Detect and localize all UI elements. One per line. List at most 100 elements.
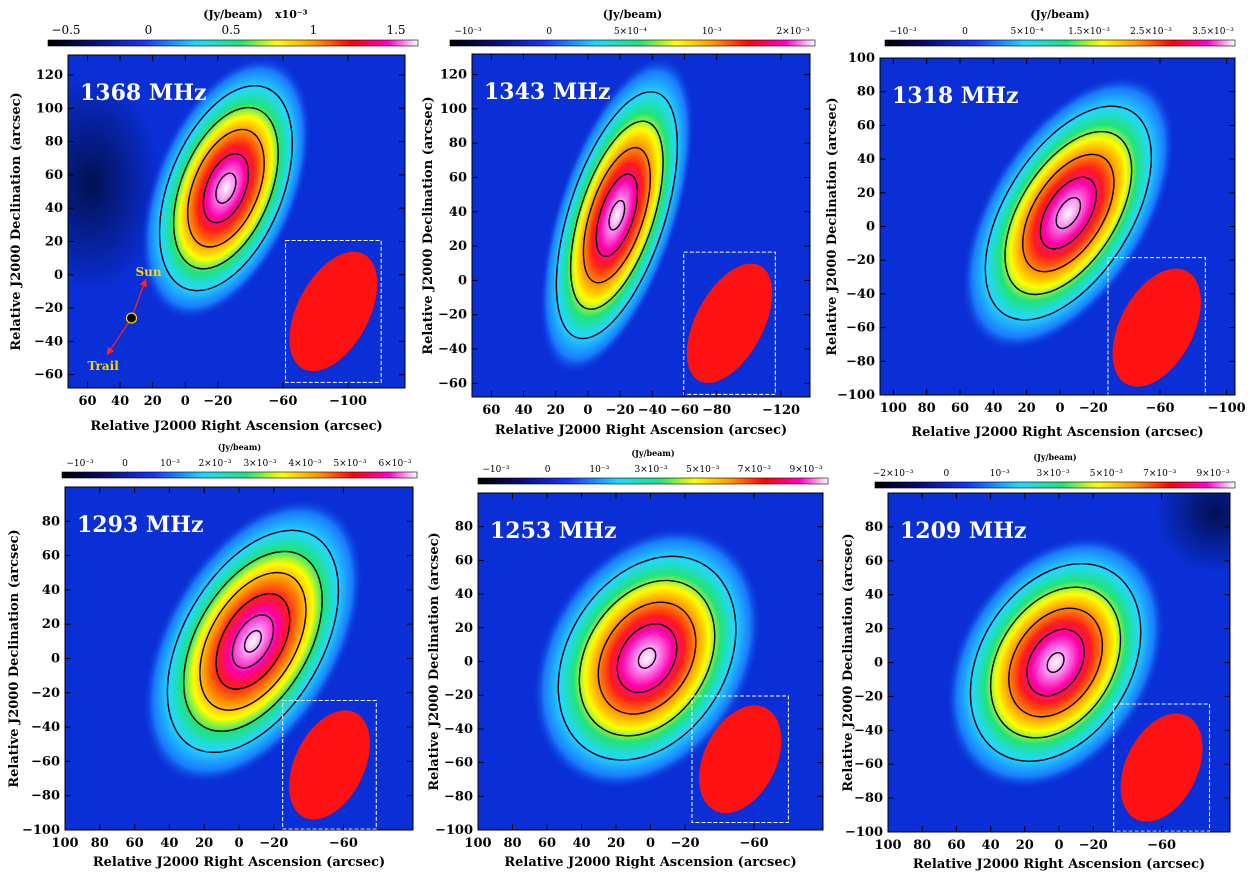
- contour-line: [158, 85, 293, 292]
- colorbar-tick-label: −10⁻³: [482, 465, 510, 475]
- contour-line: [199, 571, 307, 711]
- contour-line: [1004, 130, 1133, 296]
- y-tick-label: 0: [866, 220, 875, 235]
- trail-label: Trail: [87, 359, 119, 373]
- beam-box: [691, 695, 789, 824]
- colorbar-tick-label: 0: [122, 459, 128, 469]
- contour-line: [166, 529, 340, 754]
- beam-box: [1107, 257, 1206, 395]
- contour-line: [1055, 196, 1082, 230]
- contour-line: [578, 579, 716, 737]
- x-tick-label: 60: [538, 836, 556, 851]
- x-tick-label: 60: [482, 403, 500, 418]
- colorbar-strip: [884, 39, 1236, 47]
- x-tick-label: −20: [1079, 401, 1108, 416]
- contour-line: [1008, 607, 1104, 718]
- y-tick-label: 40: [857, 152, 875, 167]
- panel-4: (Jy/beam) −10⁻³ 0 10⁻³ 2×10⁻³ 3×10⁻³ 4×10⁻³ 5×1…: [7, 442, 418, 870]
- x-tick-label: 0: [583, 403, 592, 418]
- beam-ellipse: [686, 263, 773, 383]
- frequency-label: 1209 MHz: [900, 518, 1027, 544]
- x-tick-label: −100: [1208, 401, 1246, 416]
- frequency-label: 1293 MHz: [77, 512, 204, 538]
- y-tick-label: −100: [22, 823, 60, 838]
- colorbar-tick-label: −10⁻³: [889, 27, 917, 37]
- y-tick-label: 0: [458, 273, 467, 288]
- y-tick-label: 60: [449, 170, 467, 185]
- y-tick-label: 80: [42, 514, 60, 529]
- contour-line: [172, 106, 279, 270]
- colorbar-tick-label: 10⁻³: [589, 465, 609, 475]
- colorbar-tick-label: −0.5: [51, 23, 80, 37]
- x-tick-label: 20: [1016, 838, 1034, 853]
- x-tick-label: −20: [259, 836, 288, 851]
- x-tick-label: −80: [702, 403, 731, 418]
- y-tick-label: 80: [857, 85, 875, 100]
- x-tick-label: 0: [181, 394, 190, 409]
- contour-line: [215, 172, 237, 204]
- x-tick-label: 60: [78, 394, 96, 409]
- y-tick-label: −40: [846, 287, 875, 302]
- x-tick-label: −60: [329, 836, 358, 851]
- colorbar-tick-label: 5×10⁻³: [333, 459, 366, 469]
- colorbar-tick-label: 0: [145, 23, 153, 37]
- contour-line: [582, 146, 651, 284]
- colorbar: (Jy/beam) −10⁻³ 0 10⁻³ 2×10⁻³ 3×10⁻³ 4×10⁻³ 5×1…: [61, 442, 418, 479]
- colorbar-tick-label: 3×10⁻³: [243, 459, 276, 469]
- colorbar-tick-label: 0: [546, 27, 552, 37]
- panel-6: (Jy/beam) −2×10⁻³ 0 10⁻³ 3×10⁻³ 5×10⁻³ 7×10⁻³ 9…: [841, 452, 1236, 872]
- colorbar-tick-label: 0.5: [221, 23, 240, 37]
- colorbar-tick-label: 9×10⁻³: [1196, 469, 1229, 479]
- x-tick-label: 0: [234, 836, 243, 851]
- contour-line: [969, 563, 1142, 762]
- y-tick-label: −60: [854, 757, 883, 772]
- sun-label: Sun: [135, 265, 161, 279]
- y-tick-label: 120: [440, 68, 467, 83]
- x-axis-label: Relative J2000 Right Ascension (arcsec): [913, 857, 1205, 872]
- y-tick-label: 60: [455, 553, 473, 568]
- beam-box: [282, 700, 377, 830]
- x-tick-label: −60: [1146, 401, 1175, 416]
- x-tick-label: 20: [1018, 401, 1036, 416]
- contour-line: [608, 199, 626, 231]
- x-tick-label: 20: [195, 836, 213, 851]
- contour-line: [1022, 153, 1115, 273]
- colorbar: (Jy/beam) x10⁻³ −0.5 0 0.5 1 1.5: [47, 8, 419, 47]
- y-tick-label: 20: [45, 234, 63, 249]
- beam-box: [285, 239, 382, 383]
- x-tick-label: −120: [762, 403, 800, 418]
- colorbar-tick-label: 6×10⁻³: [378, 459, 411, 469]
- y-tick-label: 80: [455, 520, 473, 535]
- y-tick-label: −20: [31, 686, 60, 701]
- x-tick-label: 80: [918, 401, 936, 416]
- colorbar-strip: [874, 481, 1236, 489]
- colorbar-strip: [477, 477, 829, 485]
- source-emission: [142, 497, 364, 785]
- colorbar-tick-label: 3×10⁻³: [634, 465, 667, 475]
- x-axis-label: Relative J2000 Right Ascension (arcsec): [911, 425, 1203, 440]
- colorbar-tick-label: 2×10⁻³: [198, 459, 231, 469]
- colorbar-title: (Jy/beam): [218, 442, 261, 452]
- beam-ellipse: [1112, 268, 1201, 387]
- x-tick-label: 20: [144, 394, 162, 409]
- contour-line: [989, 586, 1122, 739]
- colorbar-tick-label: 3.5×10⁻³: [1192, 27, 1234, 37]
- x-tick-label: 60: [951, 401, 969, 416]
- y-tick-label: 100: [848, 51, 875, 66]
- y-tick-label: 60: [865, 554, 883, 569]
- x-tick-label: −20: [1079, 838, 1108, 853]
- x-tick-label: 40: [160, 836, 178, 851]
- plot-area: Sun Trail 1368 MHz: [68, 55, 405, 388]
- contour-line: [1026, 628, 1085, 697]
- y-tick-label: 100: [36, 101, 63, 116]
- colorbar-tick-label: 5×10⁻⁴: [614, 27, 647, 37]
- source-emission: [961, 74, 1176, 352]
- y-tick-label: −60: [438, 376, 467, 391]
- x-tick-label: −60: [268, 394, 297, 409]
- y-tick-label: 20: [449, 239, 467, 254]
- contour-line: [555, 91, 679, 340]
- x-axis-label: Relative J2000 Right Ascension (arcsec): [90, 419, 382, 434]
- x-axis-label: Relative J2000 Right Ascension (arcsec): [495, 423, 787, 438]
- x-tick-label: 100: [51, 836, 78, 851]
